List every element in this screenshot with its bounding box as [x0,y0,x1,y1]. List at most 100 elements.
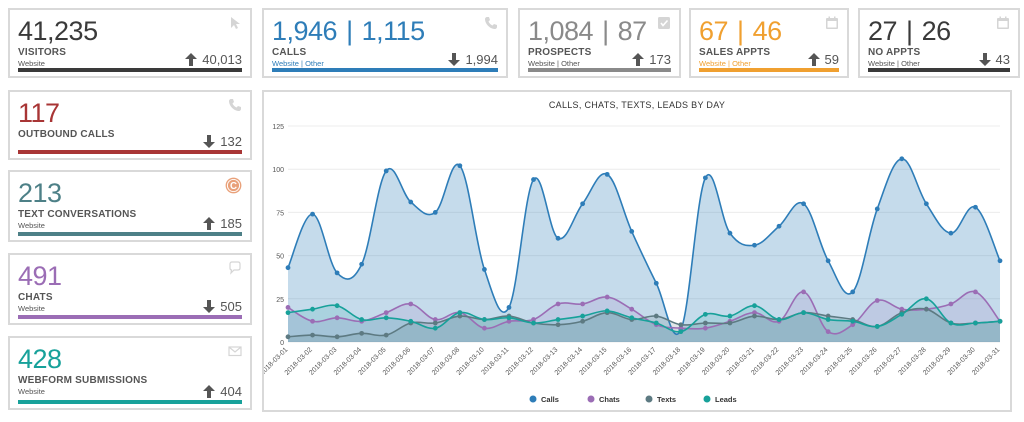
leads-data-point[interactable] [752,303,757,309]
leads-data-point[interactable] [555,317,561,322]
calls-data-point[interactable] [973,204,978,210]
leads-data-point[interactable] [383,315,389,321]
leads-data-point[interactable] [825,317,831,322]
leads-data-point[interactable] [850,318,856,324]
calls-data-point[interactable] [653,280,659,286]
chats-data-point[interactable] [432,317,438,322]
leads-data-point[interactable] [923,296,929,302]
legend-item-leads[interactable]: Leads [703,395,737,404]
calls-data-point[interactable] [580,201,586,207]
calls-data-point[interactable] [874,206,880,212]
chats-data-point[interactable] [531,317,536,322]
chats-data-point[interactable] [973,289,978,295]
chats-data-point[interactable] [850,322,856,328]
chats-data-point[interactable] [408,301,414,307]
chats-data-point[interactable] [555,301,561,307]
leads-data-point[interactable] [604,308,610,314]
sales-appts-card[interactable]: 67 | 46 SALES APPTS Website | Other 59 [689,8,849,78]
calls-data-point[interactable] [801,201,806,207]
calls-data-point[interactable] [383,168,389,174]
leads-data-point[interactable] [580,313,586,319]
calls-data-point[interactable] [727,230,733,236]
calls-data-point[interactable] [997,258,1003,264]
texts-data-point[interactable] [359,330,365,336]
chats-data-point[interactable] [801,289,806,295]
leads-data-point[interactable] [997,318,1003,324]
leads-data-point[interactable] [727,313,733,319]
calls-data-point[interactable] [825,258,831,264]
leads-data-point[interactable] [702,311,708,317]
chats-data-point[interactable] [702,325,708,331]
leads-data-point[interactable] [334,303,340,309]
leads-data-point[interactable] [653,320,659,326]
leads-data-point[interactable] [899,311,905,317]
texts-data-point[interactable] [383,332,389,338]
calls-card[interactable]: 1,946 | 1,115 CALLS Website | Other 1,994 [262,8,508,78]
calls-data-point[interactable] [752,242,757,248]
legend-item-calls[interactable]: Calls [529,395,559,404]
calls-data-point[interactable] [359,261,365,267]
prospects-card[interactable]: 1,084 | 87 PROSPECTS Website | Other 173 [518,8,681,78]
chats-data-point[interactable] [825,329,831,335]
chats-data-point[interactable] [334,315,340,321]
calls-data-point[interactable] [432,210,438,215]
calls-data-point[interactable] [531,177,536,182]
leads-data-point[interactable] [874,324,880,329]
text-conversations-card[interactable]: 213 TEXT CONVERSATIONS Website C 185 [8,170,252,242]
chats-data-point[interactable] [383,310,389,316]
visitors-card[interactable]: 41,235 VISITORS Website 40,013 [8,8,252,78]
calls-data-point[interactable] [702,175,708,181]
chats-data-point[interactable] [580,301,586,307]
calls-data-point[interactable] [776,223,782,229]
calls-data-point[interactable] [629,229,635,234]
chats-data-point[interactable] [874,298,880,303]
chats-data-point[interactable] [506,318,512,324]
texts-data-point[interactable] [285,334,291,340]
calls-data-point[interactable] [408,199,414,205]
calls-data-point[interactable] [506,305,512,310]
chats-data-point[interactable] [752,310,757,316]
legend-item-chats[interactable]: Chats [587,395,620,404]
texts-data-point[interactable] [923,306,929,312]
calls-data-point[interactable] [850,289,856,295]
chats-data-point[interactable] [948,301,954,307]
chats-data-point[interactable] [482,325,487,331]
texts-data-point[interactable] [310,332,315,338]
leads-data-point[interactable] [629,315,635,321]
texts-data-point[interactable] [555,322,561,328]
texts-data-point[interactable] [457,313,463,319]
calls-data-point[interactable] [923,201,929,207]
calls-data-point[interactable] [604,171,610,177]
calls-data-point[interactable] [482,267,487,272]
texts-data-point[interactable] [580,318,586,324]
leads-data-point[interactable] [506,315,512,321]
leads-data-point[interactable] [285,310,291,316]
webform-submissions-card[interactable]: 428 WEBFORM SUBMISSIONS Website 404 [8,336,252,410]
leads-data-point[interactable] [310,306,315,312]
legend-item-texts[interactable]: Texts [645,395,677,404]
texts-data-point[interactable] [334,334,340,340]
calls-data-point[interactable] [334,270,340,276]
texts-data-point[interactable] [727,320,733,326]
chats-data-point[interactable] [604,294,610,300]
calls-data-point[interactable] [899,156,905,162]
texts-data-point[interactable] [752,313,757,319]
outbound-calls-card[interactable]: 117 OUTBOUND CALLS 132 [8,90,252,160]
leads-data-point[interactable] [776,317,782,322]
chats-data-point[interactable] [899,306,905,312]
texts-data-point[interactable] [825,313,831,319]
texts-data-point[interactable] [432,320,438,326]
leads-data-point[interactable] [531,320,536,326]
leads-data-point[interactable] [432,325,438,331]
texts-data-point[interactable] [653,313,659,319]
chats-card[interactable]: 491 CHATS Website 505 [8,253,252,325]
chats-data-point[interactable] [285,305,291,310]
leads-data-point[interactable] [801,310,806,316]
leads-data-point[interactable] [408,318,414,324]
leads-data-point[interactable] [482,317,487,322]
calls-data-point[interactable] [285,265,291,271]
texts-data-point[interactable] [678,322,684,328]
chats-data-point[interactable] [310,318,315,324]
leads-data-point[interactable] [973,320,978,326]
chats-data-point[interactable] [678,325,684,331]
